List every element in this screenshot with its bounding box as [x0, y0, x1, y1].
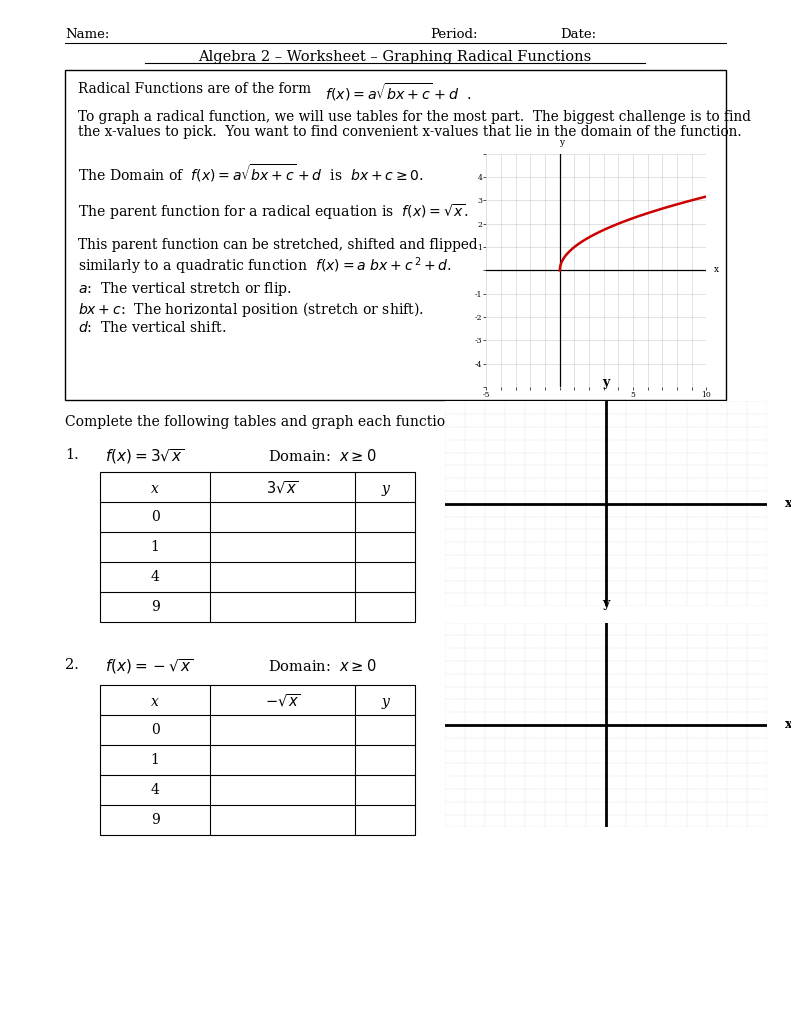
- Text: 0: 0: [150, 723, 159, 737]
- Text: y: y: [559, 137, 565, 146]
- Text: $f(x) = 3\sqrt{x}$: $f(x) = 3\sqrt{x}$: [105, 447, 184, 466]
- Text: Name:: Name:: [65, 28, 109, 41]
- Text: the x-values to pick.  You want to find convenient x-values that lie in the doma: the x-values to pick. You want to find c…: [78, 125, 742, 139]
- Text: x: x: [151, 695, 159, 709]
- Text: x: x: [785, 498, 791, 510]
- Text: 4: 4: [150, 783, 160, 797]
- Text: $f(x) = -\sqrt{x}$: $f(x) = -\sqrt{x}$: [105, 657, 193, 676]
- Text: 9: 9: [150, 600, 159, 614]
- Text: x: x: [713, 264, 719, 273]
- Text: Domain:  $x \geq 0$: Domain: $x \geq 0$: [268, 449, 377, 464]
- Text: 4: 4: [150, 570, 160, 584]
- Text: Domain:  $x \geq 0$: Domain: $x \geq 0$: [268, 658, 377, 674]
- Text: x: x: [151, 482, 159, 496]
- Text: The parent function for a radical equation is  $f(x) = \sqrt{x}$.: The parent function for a radical equati…: [78, 202, 469, 222]
- Text: 1.: 1.: [65, 449, 79, 462]
- Text: $3\sqrt{x}$: $3\sqrt{x}$: [266, 480, 299, 497]
- Text: 1: 1: [150, 753, 160, 767]
- Bar: [100, 472, 415, 622]
- Text: y: y: [602, 597, 610, 609]
- Text: The Domain of  $f(x) = a\sqrt{bx+c}+d$  is  $bx+c \geq 0$.: The Domain of $f(x) = a\sqrt{bx+c}+d$ is…: [78, 162, 424, 184]
- Text: similarly to a quadratic function  $f(x) = a\ bx+c^{\,2}+d$.: similarly to a quadratic function $f(x) …: [78, 255, 452, 276]
- Text: y: y: [602, 376, 610, 388]
- Text: y: y: [381, 695, 389, 709]
- Text: Algebra 2 – Worksheet – Graphing Radical Functions: Algebra 2 – Worksheet – Graphing Radical…: [199, 50, 592, 63]
- Text: $-\sqrt{x}$: $-\sqrt{x}$: [264, 693, 301, 710]
- Text: 0: 0: [150, 510, 159, 524]
- Bar: [100, 685, 415, 835]
- Text: Complete the following tables and graph each function.: Complete the following tables and graph …: [65, 415, 458, 429]
- Text: $d$:  The vertical shift.: $d$: The vertical shift.: [78, 319, 226, 335]
- Text: Radical Functions are of the form: Radical Functions are of the form: [78, 82, 311, 96]
- Text: 2.: 2.: [65, 658, 79, 672]
- Text: 9: 9: [150, 813, 159, 827]
- Text: $a$:  The vertical stretch or flip.: $a$: The vertical stretch or flip.: [78, 280, 292, 298]
- Text: Date:: Date:: [560, 28, 596, 41]
- Text: $bx+c$:  The horizontal position (stretch or shift).: $bx+c$: The horizontal position (stretch…: [78, 300, 424, 319]
- Text: $f(x) = a\sqrt{bx+c}+d$  .: $f(x) = a\sqrt{bx+c}+d$ .: [325, 81, 471, 102]
- Text: 1: 1: [150, 540, 160, 554]
- Text: y: y: [381, 482, 389, 496]
- Text: This parent function can be stretched, shifted and flipped: This parent function can be stretched, s…: [78, 238, 478, 252]
- Text: Period:: Period:: [430, 28, 478, 41]
- Bar: [65, 70, 726, 400]
- Text: x: x: [785, 719, 791, 731]
- Text: To graph a radical function, we will use tables for the most part.  The biggest : To graph a radical function, we will use…: [78, 110, 751, 124]
